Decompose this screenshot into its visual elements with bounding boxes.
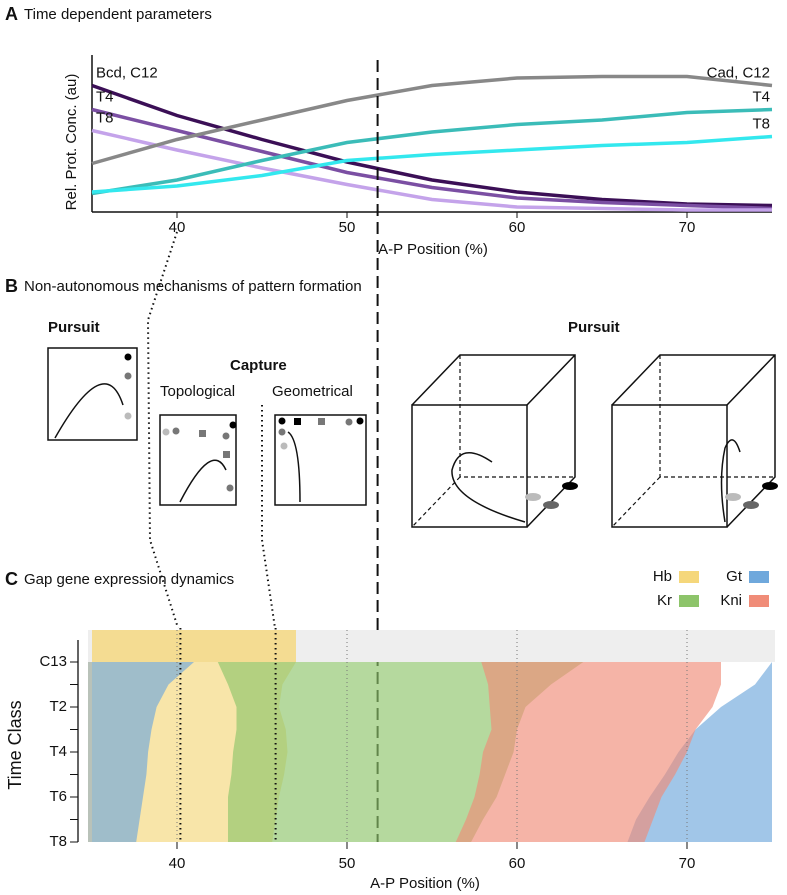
y-tick-label: T8 [49, 833, 67, 850]
series-label: Cad, C12 [707, 64, 770, 81]
label: Geometrical [272, 383, 353, 400]
expression-domain [627, 662, 772, 842]
x-tick-label: 60 [509, 219, 526, 236]
legend-swatch [679, 571, 699, 583]
dot [199, 430, 206, 437]
legend-label: Hb [653, 568, 672, 585]
trajectory [54, 383, 124, 439]
x-tick-label: 50 [339, 219, 356, 236]
line [91, 128, 772, 212]
y-axis-label: Rel. Prot. Conc. (au) [63, 74, 80, 211]
line [91, 107, 773, 211]
series-label: T4 [96, 88, 114, 105]
heading: Pursuit [568, 319, 620, 336]
dot [124, 372, 132, 380]
x-tick-label: 70 [679, 855, 696, 872]
series-label: Bcd, C12 [96, 64, 158, 81]
expression-domain [92, 662, 194, 842]
x-tick-label: 60 [509, 855, 526, 872]
x-tick-label: 40 [169, 219, 186, 236]
y-tick-label: T4 [49, 743, 67, 760]
x-tick-label: 50 [339, 855, 356, 872]
dot [223, 451, 230, 458]
diagram-title: Non-autonomous mechanisms of pattern for… [24, 278, 362, 295]
connector [146, 231, 179, 629]
trajectory [287, 431, 301, 503]
dot [226, 484, 234, 492]
series-label: T4 [752, 88, 770, 105]
dot [124, 353, 132, 361]
series-label: T8 [752, 115, 770, 132]
dot [318, 418, 325, 425]
trajectory [179, 459, 227, 503]
legend-label: Gt [726, 568, 743, 585]
dot [229, 421, 237, 429]
heading: Capture [230, 357, 287, 374]
expression-domain [455, 662, 721, 842]
dot [278, 428, 286, 436]
panel-label: A [5, 4, 18, 24]
dot [356, 417, 364, 425]
panel-label: B [5, 276, 18, 296]
label: Topological [160, 383, 235, 400]
plot-background [88, 662, 92, 842]
chart-title: Time dependent parameters [24, 6, 212, 23]
line [91, 74, 773, 166]
legend-swatch [749, 571, 769, 583]
legend-swatch [749, 595, 769, 607]
legend-label: Kni [720, 592, 742, 609]
x-tick-label: 40 [169, 855, 186, 872]
dot [124, 412, 132, 420]
legend-swatch [679, 595, 699, 607]
dot [278, 417, 286, 425]
dot [222, 432, 230, 440]
cube [611, 354, 778, 528]
line [91, 83, 773, 208]
y-tick-label: T2 [49, 698, 67, 715]
y-axis-label: Time Class [5, 700, 25, 789]
dot [294, 418, 301, 425]
x-axis-label: A-P Position (%) [378, 241, 488, 258]
dot [345, 418, 353, 426]
legend-label: Kr [657, 592, 672, 609]
x-axis-label: A-P Position (%) [370, 875, 480, 892]
box [274, 414, 367, 506]
c13-domain [92, 630, 296, 662]
box [159, 414, 237, 506]
line [91, 107, 773, 196]
series-label: T8 [96, 109, 114, 126]
panel-b-drawings: A Time dependent parameters B Non-autono… [5, 4, 778, 629]
dot [162, 428, 170, 436]
y-tick-label: C13 [39, 653, 67, 670]
line [91, 134, 773, 194]
panel-label: C [5, 569, 18, 589]
y-tick-label: T6 [49, 788, 67, 805]
x-tick-label: 70 [679, 219, 696, 236]
chart-title: Gap gene expression dynamics [24, 571, 234, 588]
dot [280, 442, 288, 450]
connector [261, 405, 276, 629]
cube [411, 354, 578, 528]
dot [172, 427, 180, 435]
heading: Pursuit [48, 319, 100, 336]
box [47, 347, 138, 441]
